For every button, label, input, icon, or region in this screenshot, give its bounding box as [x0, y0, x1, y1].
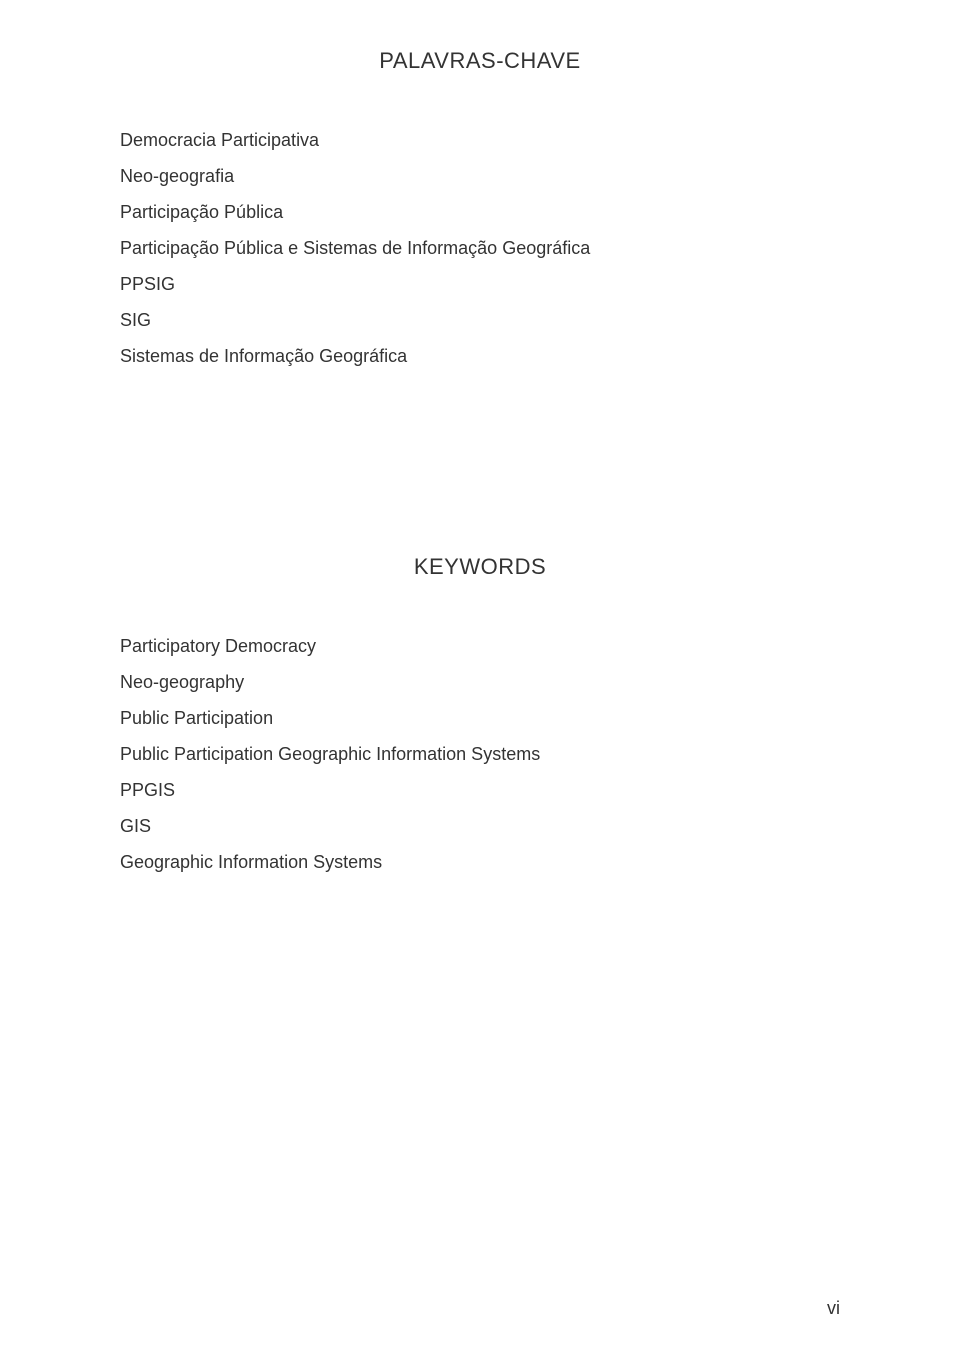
list-item: PPSIG [120, 266, 840, 302]
page-number: vi [827, 1298, 840, 1319]
list-item: Participação Pública e Sistemas de Infor… [120, 230, 840, 266]
document-page: PALAVRAS-CHAVE Democracia Participativa … [0, 0, 960, 1359]
list-item: Participação Pública [120, 194, 840, 230]
keyword-list-pt: Democracia Participativa Neo-geografia P… [120, 122, 840, 374]
list-item: Sistemas de Informação Geográfica [120, 338, 840, 374]
keyword-list-en: Participatory Democracy Neo-geography Pu… [120, 628, 840, 880]
list-item: Neo-geography [120, 664, 840, 700]
section-heading-palavras: PALAVRAS-CHAVE [120, 48, 840, 74]
section-heading-keywords: KEYWORDS [120, 554, 840, 580]
list-item: Public Participation Geographic Informat… [120, 736, 840, 772]
list-item: PPGIS [120, 772, 840, 808]
list-item: Participatory Democracy [120, 628, 840, 664]
list-item: Geographic Information Systems [120, 844, 840, 880]
list-item: GIS [120, 808, 840, 844]
list-item: Democracia Participativa [120, 122, 840, 158]
list-item: SIG [120, 302, 840, 338]
list-item: Public Participation [120, 700, 840, 736]
list-item: Neo-geografia [120, 158, 840, 194]
